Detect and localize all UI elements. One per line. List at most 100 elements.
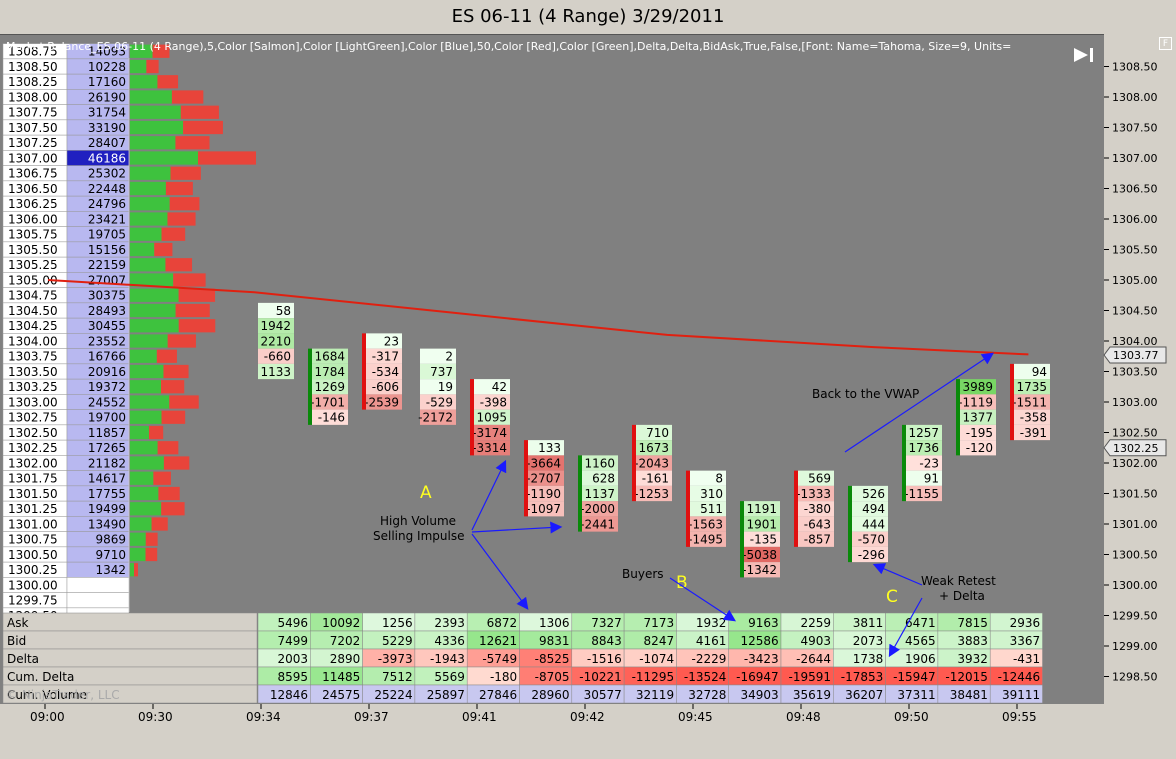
footprint-cell (474, 424, 510, 441)
profile-price: 1302.75 (8, 411, 58, 425)
profile-ask-bar (170, 166, 201, 180)
profile-bid-bar (130, 90, 172, 104)
profile-bid-bar (130, 563, 134, 577)
footprint-cell (744, 501, 780, 517)
footprint-cell (258, 302, 294, 319)
profile-price: 1300.00 (8, 578, 58, 592)
profile-price: 1300.50 (8, 548, 58, 562)
table-value: -12446 (998, 670, 1041, 684)
footprint-cell (1014, 409, 1050, 425)
table-value: 32119 (636, 688, 674, 702)
price-axis[interactable] (1104, 34, 1176, 704)
table-value: 5496 (277, 616, 308, 630)
table-value: 32728 (688, 688, 726, 702)
profile-volume: 28493 (88, 304, 126, 318)
footprint-value: -380 (804, 502, 831, 516)
profile-volume: 19705 (88, 228, 126, 242)
time-axis[interactable] (0, 704, 1104, 759)
table-value: 7202 (330, 634, 361, 648)
footprint-value: 511 (700, 502, 723, 516)
footprint-value: -1097 (526, 502, 561, 516)
profile-price: 1300.25 (8, 563, 58, 577)
footprint-value: 1901 (746, 517, 777, 531)
table-value: -15947 (893, 670, 936, 684)
profile-volume: 22159 (88, 258, 126, 272)
footprint-cell (852, 546, 888, 563)
price-tick-label: 1302.00 (1112, 457, 1158, 470)
footprint-value: -1701 (310, 395, 345, 409)
footprint-cell (798, 485, 834, 502)
table-value: -17853 (841, 670, 884, 684)
footprint-cell (258, 318, 294, 334)
profile-bid-bar (130, 212, 168, 226)
time-tick-label: 09:00 (30, 710, 65, 724)
footprint-value: 8 (715, 472, 723, 486)
footprint-value: 628 (592, 472, 615, 486)
table-value: 2890 (330, 652, 361, 666)
label-b: B (676, 573, 688, 593)
profile-price: 1304.50 (8, 304, 58, 318)
profile-volume: 13490 (88, 517, 126, 531)
table-row-label: Ask (7, 616, 28, 630)
f-button[interactable]: F (1159, 37, 1172, 50)
footprint-value: -317 (372, 350, 399, 364)
profile-volume: 9710 (95, 548, 126, 562)
table-label-cell (2, 684, 258, 704)
footprint-value: -2539 (364, 395, 399, 409)
price-tick-label: 1307.00 (1112, 152, 1158, 165)
table-value: -2644 (796, 652, 831, 666)
profile-volume: 23552 (88, 334, 126, 348)
footprint-value: -1563 (688, 517, 723, 531)
bar-direction-strip (1010, 363, 1014, 441)
price-tick-label: 1304.50 (1112, 305, 1158, 318)
footprint-cell (366, 394, 402, 410)
footprint-value: -195 (966, 426, 993, 440)
table-value: 7499 (277, 634, 308, 648)
table-value: 25897 (427, 688, 465, 702)
skip-to-end-icon[interactable] (1072, 46, 1098, 68)
profile-price: 1303.75 (8, 350, 58, 364)
profile-ask-bar (146, 59, 159, 74)
footprint-value: 23 (384, 334, 399, 348)
price-tick-label: 1306.50 (1112, 183, 1158, 196)
time-tick-label: 09:50 (894, 710, 929, 724)
footprint-cell (528, 455, 564, 471)
footprint-cell (1014, 379, 1050, 395)
profile-price: 1305.25 (8, 258, 58, 272)
profile-bid-bar (130, 471, 154, 485)
footprint-cell (366, 363, 402, 380)
profile-volume: 17265 (88, 441, 126, 455)
footprint-cell (258, 363, 294, 380)
footprint-value: -660 (264, 350, 291, 364)
price-tick-label: 1305.50 (1112, 244, 1158, 257)
profile-ask-bar (151, 517, 168, 531)
footprint-cell (528, 470, 564, 486)
profile-volume: 19499 (88, 502, 126, 516)
table-value: 8247 (644, 634, 675, 648)
table-value: 8843 (591, 634, 622, 648)
footprint-value: 94 (1032, 365, 1047, 379)
footprint-value: 737 (430, 365, 453, 379)
profile-volume: 24552 (88, 395, 126, 409)
time-tick-label: 09:45 (678, 710, 713, 724)
label-a: A (420, 483, 432, 503)
footprint-value: 569 (808, 472, 831, 486)
table-value: 25224 (374, 688, 412, 702)
footprint-cell (582, 501, 618, 517)
profile-price: 1305.00 (8, 273, 58, 287)
footprint-cell (420, 394, 456, 410)
footprint-cell (474, 409, 510, 425)
label-c: C (886, 587, 898, 607)
profile-price: 1304.75 (8, 289, 58, 303)
profile-bid-bar (130, 120, 184, 135)
footprint-value: 58 (276, 304, 291, 318)
profile-volume: 26190 (88, 90, 126, 104)
footprint-cell (690, 485, 726, 502)
price-marker (1103, 346, 1167, 364)
footprint-cell (528, 440, 564, 456)
footprint-cell (798, 470, 834, 486)
profile-bid-bar (130, 136, 176, 150)
footprint-value: -120 (966, 441, 993, 455)
footprint-cell (474, 394, 510, 410)
footprint-cell (312, 409, 348, 425)
